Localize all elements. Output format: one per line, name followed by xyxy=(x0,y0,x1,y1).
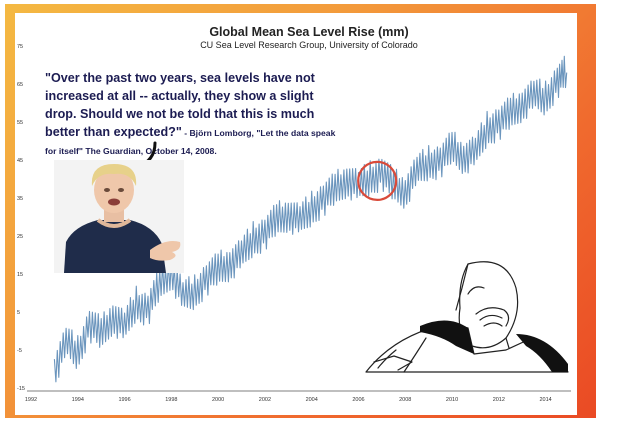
y-tick-label: 25 xyxy=(17,234,23,240)
y-tick-label: 65 xyxy=(17,82,23,88)
highlight-circle xyxy=(357,160,398,201)
x-axis-ticks: 1992 1994 1996 1998 2000 2002 2004 2006 2008 2010… xyxy=(25,397,552,403)
quote-text: "Over the past two years, sea levels hav… xyxy=(45,71,315,139)
y-tick-label: 45 xyxy=(17,158,23,164)
chart-title: Global Mean Sea Level Rise (mm) xyxy=(209,25,408,39)
x-tick-label: 1998 xyxy=(165,397,177,403)
lomborg-quote: "Over the past two years, sea levels hav… xyxy=(45,69,345,158)
y-tick-label: 35 xyxy=(17,196,23,202)
x-tick-label: 2010 xyxy=(446,397,458,403)
y-tick-label: 55 xyxy=(17,120,23,126)
x-tick-label: 2012 xyxy=(493,397,505,403)
x-tick-label: 1992 xyxy=(25,397,37,403)
orange-border-frame: Global Mean Sea Level Rise (mm) CU Sea L… xyxy=(5,4,596,418)
y-tick-label: 5 xyxy=(17,310,20,316)
y-tick-label: 15 xyxy=(17,272,23,278)
x-tick-label: 1996 xyxy=(118,397,130,403)
y-tick-label: -15 xyxy=(17,386,25,392)
x-tick-label: 2004 xyxy=(306,397,318,403)
sea-level-chart: Global Mean Sea Level Rise (mm) CU Sea L… xyxy=(17,25,571,403)
y-tick-label: -5 xyxy=(17,348,22,354)
x-tick-label: 2002 xyxy=(259,397,271,403)
quote-attribution: - Björn Lomborg, "Let the data speak for… xyxy=(45,128,336,156)
x-tick-label: 2006 xyxy=(352,397,364,403)
facepalm-drawing xyxy=(365,261,569,373)
slide-panel: Global Mean Sea Level Rise (mm) CU Sea L… xyxy=(15,13,577,415)
y-axis-ticks: -15 -5 5 15 25 35 45 55 65 75 xyxy=(17,44,25,392)
person-speaking-photo xyxy=(54,160,184,273)
y-tick-label: 75 xyxy=(17,44,23,50)
x-tick-label: 2008 xyxy=(399,397,411,403)
chart-subtitle: CU Sea Level Research Group, University … xyxy=(200,40,418,50)
sea-level-series-line xyxy=(53,55,568,383)
x-tick-label: 2000 xyxy=(212,397,224,403)
x-tick-label: 1994 xyxy=(72,397,84,403)
x-tick-label: 2014 xyxy=(539,397,551,403)
